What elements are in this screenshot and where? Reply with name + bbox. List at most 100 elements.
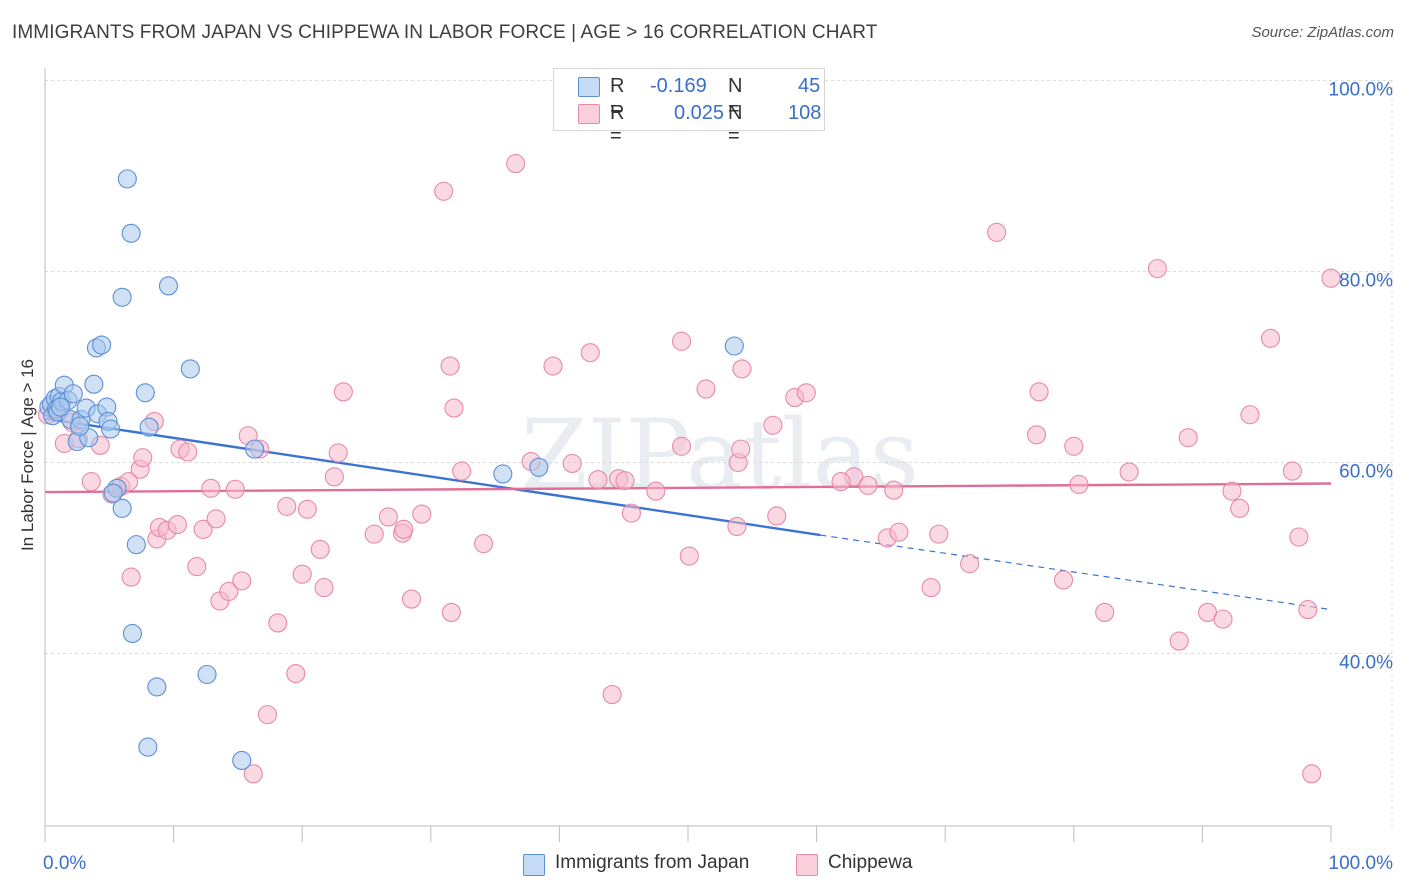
data-point-chippewa: [1302, 764, 1322, 784]
data-point-chippewa: [562, 453, 582, 474]
data-point-japan: [117, 169, 137, 189]
data-point-chippewa: [412, 504, 432, 524]
data-point-chippewa: [889, 522, 909, 542]
data-point-chippewa: [1240, 405, 1260, 425]
data-point-chippewa: [121, 567, 141, 587]
data-point-chippewa: [187, 557, 207, 577]
correlation-legend: R = -0.169 N = 45 R = 0.025 N = 108: [553, 68, 825, 147]
grid-lines: [45, 80, 1393, 826]
data-point-chippewa: [201, 478, 221, 498]
data-point-japan: [135, 383, 155, 403]
data-point-chippewa: [602, 685, 622, 705]
data-point-chippewa: [1053, 570, 1074, 590]
data-point-chippewa: [193, 519, 213, 539]
data-point-chippewa: [580, 343, 600, 363]
trend-line-japan: [44, 417, 821, 537]
data-point-chippewa: [243, 764, 263, 784]
data-point-chippewa: [257, 705, 278, 725]
data-point-chippewa: [324, 467, 344, 487]
data-point-japan: [50, 397, 70, 417]
data-point-chippewa: [333, 382, 353, 402]
data-point-japan: [126, 535, 146, 555]
x-tick-label: 100.0%: [1329, 853, 1394, 874]
data-point-japan: [245, 439, 265, 459]
data-point-chippewa: [167, 515, 188, 535]
y-tick-label: 80.0%: [1339, 271, 1393, 292]
legend-r-label: R =: [610, 75, 625, 120]
data-point-chippewa: [1298, 600, 1318, 620]
data-point-chippewa: [1169, 631, 1189, 651]
legend-r-value: 0.025: [674, 102, 725, 124]
data-point-chippewa: [441, 602, 461, 622]
data-point-japan: [112, 287, 132, 307]
data-point-japan: [103, 483, 123, 503]
data-point-chippewa: [297, 499, 317, 519]
data-point-chippewa: [858, 475, 878, 495]
data-point-chippewa: [767, 506, 787, 526]
data-point-chippewa: [929, 524, 949, 544]
data-point-japan: [529, 457, 549, 477]
data-point-japan: [122, 623, 142, 643]
data-point-chippewa: [328, 443, 348, 463]
data-point-chippewa: [206, 509, 226, 529]
data-point-chippewa: [1222, 481, 1242, 501]
data-point-japan: [92, 335, 112, 355]
data-point-chippewa: [672, 331, 692, 351]
data-point-japan: [138, 737, 158, 757]
data-point-japan: [147, 677, 167, 697]
data-point-japan: [63, 384, 83, 404]
data-point-chippewa: [277, 496, 297, 516]
y-tick-label: 40.0%: [1339, 653, 1393, 674]
data-point-chippewa: [1064, 436, 1084, 456]
y-tick-label: 60.0%: [1339, 462, 1393, 483]
data-point-chippewa: [1321, 268, 1341, 288]
data-point-chippewa: [621, 503, 641, 523]
data-point-chippewa: [615, 471, 635, 491]
data-point-chippewa: [394, 519, 414, 539]
data-point-chippewa: [960, 554, 980, 574]
data-point-chippewa: [310, 539, 330, 559]
data-point-chippewa: [731, 439, 751, 459]
data-point-chippewa: [696, 379, 716, 399]
legend-swatch-chippewa: [578, 104, 600, 124]
data-point-chippewa: [225, 479, 245, 499]
legend-swatch-chippewa: [796, 854, 818, 876]
data-point-chippewa: [133, 448, 153, 468]
data-point-chippewa: [1026, 425, 1047, 445]
data-point-chippewa: [364, 524, 384, 544]
legend-n-label: N =: [728, 102, 743, 147]
data-point-chippewa: [440, 356, 460, 376]
series-japan: [39, 169, 744, 771]
data-point-chippewa: [646, 481, 666, 501]
data-point-japan: [112, 498, 132, 518]
legend-label-chippewa: Chippewa: [828, 852, 913, 873]
data-point-chippewa: [444, 398, 464, 418]
tick-labels: 40.0% 60.0% 80.0% 100.0% 0.0% 100.0%: [43, 80, 1393, 875]
data-point-chippewa: [796, 383, 816, 403]
data-point-japan: [158, 276, 179, 296]
data-point-chippewa: [178, 442, 198, 462]
data-point-chippewa: [884, 480, 904, 500]
data-point-chippewa: [314, 578, 334, 598]
data-point-japan: [84, 374, 104, 394]
data-point-chippewa: [921, 578, 941, 598]
data-point-chippewa: [81, 472, 101, 492]
x-tick-label: 0.0%: [43, 853, 86, 874]
data-point-chippewa: [727, 516, 747, 537]
data-point-chippewa: [1289, 527, 1309, 547]
data-point-chippewa: [434, 181, 454, 201]
legend-r-label: R =: [610, 102, 625, 147]
legend-n-value: 45: [798, 75, 821, 97]
watermark: ZIPatlas: [521, 399, 919, 511]
data-point-chippewa: [763, 415, 783, 435]
data-point-chippewa: [452, 461, 472, 481]
data-point-chippewa: [1119, 462, 1139, 482]
data-point-chippewa: [268, 613, 288, 633]
data-point-japan: [724, 336, 744, 356]
legend-n-label: N =: [728, 75, 743, 120]
data-point-chippewa: [286, 664, 306, 684]
data-point-chippewa: [473, 534, 494, 554]
data-point-chippewa: [378, 507, 398, 527]
trend-line-chippewa: [44, 482, 1332, 494]
data-point-japan: [197, 664, 217, 685]
